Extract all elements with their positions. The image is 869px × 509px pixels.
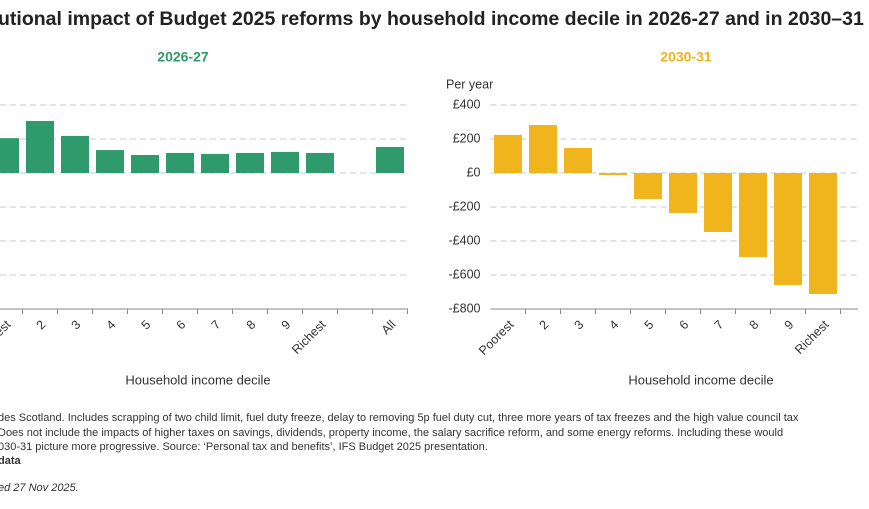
x-tick-label: 5 (642, 318, 657, 333)
note: 030-31 picture more progressive. Source:… (0, 441, 488, 453)
note: des Scotland. Includes scrapping of two … (0, 412, 799, 424)
x-tick-label: 8 (747, 318, 762, 333)
page-title: utional impact of Budget 2025 reforms by… (0, 8, 864, 30)
x-tick-label: 4 (104, 318, 119, 333)
x-tick-label: 7 (712, 318, 727, 333)
x-tick-label: All (379, 318, 399, 338)
bar (739, 173, 767, 257)
bar (0, 138, 19, 173)
bar (61, 135, 89, 173)
bar (529, 125, 557, 173)
x-tick-label: Richest (792, 317, 832, 357)
bar (166, 152, 194, 173)
bar (669, 173, 697, 213)
x-axis-label: Household income decile (628, 372, 773, 387)
x-tick-label: 7 (209, 318, 224, 333)
y-tick-label: £200 (453, 131, 481, 145)
bar (634, 173, 662, 200)
note: Does not include the impacts of higher t… (0, 427, 783, 439)
bar (236, 152, 264, 173)
y-tick-label: -£600 (449, 267, 481, 281)
bar (376, 146, 404, 173)
bar (704, 173, 732, 232)
y-tick-label: £400 (453, 97, 481, 111)
bar (564, 148, 592, 173)
chart-subtitle: 2026-27 (157, 49, 209, 65)
bar (201, 153, 229, 173)
bar (26, 120, 54, 173)
x-tick-label: est (0, 317, 14, 339)
y-axis-label: Per year (446, 77, 493, 91)
bar (599, 173, 627, 176)
y-tick-label: £0 (467, 165, 481, 179)
x-tick-label: 4 (607, 318, 622, 333)
date: ed 27 Nov 2025. (0, 482, 79, 494)
data-label: data (0, 455, 22, 467)
bar (306, 152, 334, 173)
bar (131, 154, 159, 173)
x-tick-label: 6 (677, 318, 692, 333)
x-tick-label: 5 (139, 318, 154, 333)
x-axis-label: Household income decile (125, 372, 270, 387)
bar (271, 151, 299, 173)
bar (774, 173, 802, 286)
bar (96, 150, 124, 173)
bar (809, 173, 837, 295)
y-tick-label: -£400 (449, 233, 481, 247)
x-tick-label: 2 (537, 318, 552, 333)
x-tick-label: 8 (244, 318, 259, 333)
x-tick-label: 3 (69, 318, 84, 333)
x-tick-label: 9 (782, 318, 797, 333)
x-tick-label: 2 (34, 318, 49, 333)
y-tick-label: -£800 (449, 301, 481, 315)
x-tick-label: 6 (174, 318, 189, 333)
chart-subtitle: 2030-31 (660, 49, 712, 65)
x-tick-label: Richest (289, 317, 329, 357)
y-tick-label: -£200 (449, 199, 481, 213)
x-tick-label: 3 (572, 318, 587, 333)
x-tick-label: Poorest (476, 317, 517, 358)
bar (494, 134, 522, 173)
x-tick-label: 9 (279, 318, 294, 333)
